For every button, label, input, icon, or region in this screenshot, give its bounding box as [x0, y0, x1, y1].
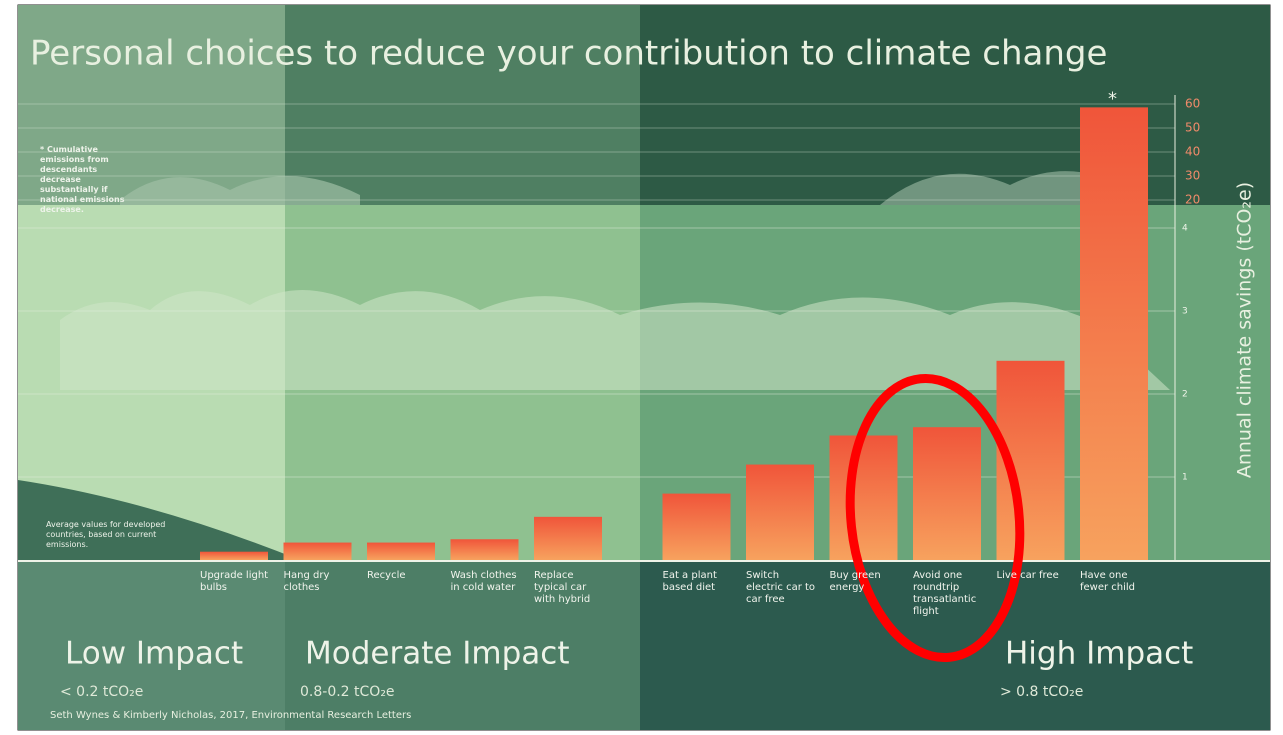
group-range: > 0.8 tCO₂e — [1000, 684, 1083, 700]
bar — [534, 516, 602, 560]
group-range: 0.8-0.2 tCO₂e — [300, 684, 395, 700]
break-marker: * — [1108, 88, 1117, 109]
group-name: High Impact — [1005, 636, 1193, 672]
y-axis-label: Annual climate savings (tCO₂e) — [1234, 182, 1256, 478]
chart-title: Personal choices to reduce your contribu… — [30, 34, 1107, 74]
x-tick-label: Hang dry clothes — [283, 570, 330, 593]
cloud-top-right — [880, 171, 1140, 205]
x-tick-label: Replace typical car with hybrid — [534, 570, 591, 605]
group-name: Moderate Impact — [305, 636, 570, 672]
x-tick-label: Wash clothes in cold water — [450, 570, 517, 593]
moderate-bottom — [285, 562, 640, 730]
high-bottom — [640, 562, 1270, 730]
x-tick-label: Upgrade light bulbs — [200, 570, 269, 593]
bar — [283, 542, 352, 560]
y-tick-label: 2 — [1182, 390, 1188, 400]
y-tick-label: 20 — [1185, 193, 1200, 207]
bar — [662, 493, 731, 560]
bar — [450, 539, 519, 560]
bar — [367, 542, 435, 560]
average-note: Average values for developed countries, … — [46, 520, 166, 549]
group-range: < 0.2 tCO₂e — [60, 684, 143, 700]
bar — [746, 464, 814, 560]
bar — [913, 427, 981, 560]
y-tick-label: 1 — [1182, 473, 1188, 483]
x-tick-label: Switch electric car to car free — [746, 570, 816, 605]
group-name: Low Impact — [65, 636, 243, 672]
y-tick-label: 60 — [1185, 97, 1200, 111]
highlight-circle — [845, 373, 1025, 663]
y-tick-label: 30 — [1185, 169, 1200, 183]
credit: Seth Wynes & Kimberly Nicholas, 2017, En… — [50, 710, 411, 721]
clouds — [60, 290, 1170, 390]
y-tick-label: 50 — [1185, 121, 1200, 135]
x-tick-label: Live car free — [996, 570, 1059, 581]
break-note: * Cumulative emissions from descendants … — [40, 145, 125, 214]
top-high — [640, 5, 1270, 205]
top-low — [18, 5, 285, 205]
hill — [18, 480, 300, 560]
bar — [1080, 107, 1148, 561]
x-tick-label: Recycle — [367, 570, 406, 581]
top-moderate — [285, 5, 640, 205]
y-tick-label: 4 — [1182, 224, 1188, 234]
low-bottom — [18, 562, 285, 730]
cloud-top — [120, 176, 360, 205]
y-tick-label: 3 — [1182, 307, 1188, 317]
bar — [829, 435, 898, 560]
x-tick-label: Have one fewer child — [1080, 570, 1136, 593]
x-tick-label: Buy green energy — [829, 570, 881, 593]
x-tick-label: Eat a plant based diet — [662, 570, 717, 593]
bar — [200, 551, 268, 560]
x-tick-label: Avoid one roundtrip transatlantic flight — [913, 570, 977, 617]
y-tick-label: 40 — [1185, 145, 1200, 159]
